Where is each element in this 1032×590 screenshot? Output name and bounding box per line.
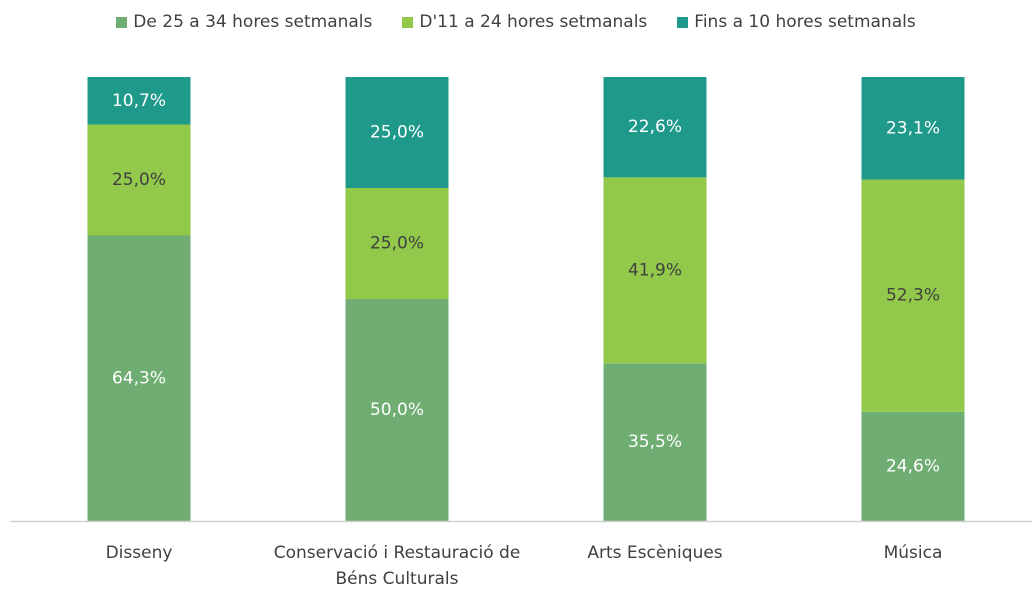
value-label: 24,6% bbox=[886, 456, 940, 476]
legend-item: Fins a 10 hores setmanals bbox=[677, 12, 916, 32]
value-label: 10,7% bbox=[112, 91, 166, 111]
bar-segment bbox=[861, 179, 965, 412]
value-label: 35,5% bbox=[628, 432, 682, 452]
x-tick-label: Música bbox=[883, 543, 943, 563]
legend: De 25 a 34 hores setmanals D'11 a 24 hore… bbox=[0, 12, 1032, 32]
bar-segment bbox=[861, 411, 965, 521]
bar-segment bbox=[345, 77, 449, 188]
legend-swatch bbox=[402, 16, 414, 28]
legend-item: D'11 a 24 hores setmanals bbox=[402, 12, 647, 32]
bar-segment bbox=[345, 299, 449, 521]
bar-segment bbox=[603, 177, 707, 364]
value-label: 25,0% bbox=[370, 123, 424, 143]
bar-segment bbox=[345, 188, 449, 299]
legend-label: Fins a 10 hores setmanals bbox=[694, 12, 916, 32]
value-label: 52,3% bbox=[886, 286, 940, 306]
legend-swatch bbox=[677, 16, 689, 28]
bar-segment bbox=[603, 77, 707, 178]
bar-segment bbox=[87, 124, 191, 236]
value-label: 41,9% bbox=[628, 260, 682, 280]
x-tick-label: Arts Escèniques bbox=[587, 543, 723, 563]
bar-segment bbox=[861, 77, 965, 180]
value-label: 50,0% bbox=[370, 400, 424, 420]
legend-label: D'11 a 24 hores setmanals bbox=[419, 12, 648, 32]
x-tick-label: Disseny bbox=[105, 543, 173, 563]
value-label: 23,1% bbox=[886, 118, 940, 138]
value-label: 64,3% bbox=[112, 368, 166, 388]
value-label: 22,6% bbox=[628, 117, 682, 137]
legend-swatch bbox=[116, 16, 128, 28]
bar-segment bbox=[87, 235, 191, 521]
x-tick-label: Conservació i Restauració de Béns Cultur… bbox=[273, 543, 521, 589]
value-label: 25,0% bbox=[370, 234, 424, 254]
legend-label: De 25 a 34 hores setmanals bbox=[133, 12, 373, 32]
bar-segment bbox=[603, 363, 707, 521]
legend-item: De 25 a 34 hores setmanals bbox=[116, 12, 372, 32]
bar-segment bbox=[87, 77, 191, 125]
value-label: 25,0% bbox=[112, 170, 166, 190]
